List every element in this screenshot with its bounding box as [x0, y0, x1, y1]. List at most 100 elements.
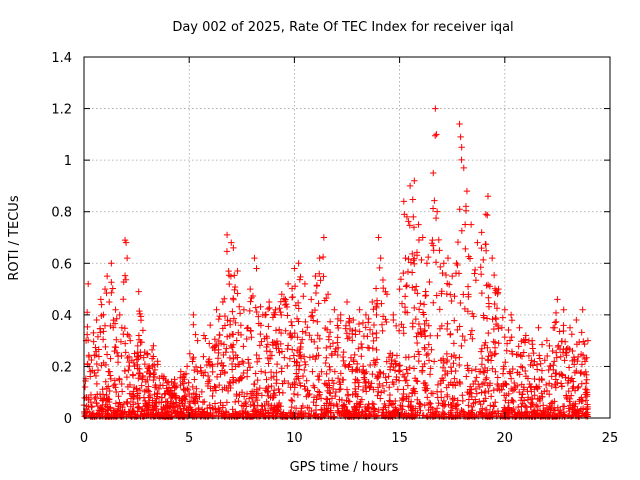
data-point — [287, 334, 295, 341]
data-point — [562, 374, 569, 381]
data-point — [367, 383, 374, 391]
data-point — [103, 391, 110, 399]
data-point — [111, 377, 119, 384]
x-tick-label: 0 — [80, 431, 88, 446]
data-point — [201, 398, 208, 405]
data-point — [473, 374, 480, 381]
chart-title: Day 002 of 2025, Rate Of TEC Index for r… — [172, 20, 513, 35]
data-point — [559, 372, 566, 379]
data-point — [327, 343, 334, 350]
data-point — [484, 193, 492, 200]
data-point — [221, 384, 228, 391]
data-point — [445, 413, 452, 420]
data-point — [493, 305, 501, 312]
data-point — [456, 379, 464, 386]
data-point — [180, 380, 188, 387]
x-tick-label: 20 — [497, 431, 514, 446]
data-point — [323, 326, 331, 333]
data-point — [95, 346, 102, 353]
data-point — [482, 211, 490, 218]
data-point — [454, 238, 462, 246]
data-point — [229, 295, 237, 302]
data-point — [94, 402, 102, 410]
data-point — [460, 291, 467, 298]
data-point — [560, 408, 568, 416]
data-point — [524, 375, 532, 382]
data-point — [90, 329, 97, 337]
data-point — [163, 379, 171, 387]
data-point — [334, 351, 341, 359]
data-point — [113, 315, 120, 322]
data-point — [462, 207, 470, 214]
data-point — [244, 367, 251, 374]
data-point — [83, 331, 91, 338]
data-point — [531, 375, 538, 383]
data-point — [355, 345, 362, 352]
data-point — [127, 403, 134, 410]
data-point — [240, 306, 248, 313]
data-point — [340, 402, 347, 409]
data-point — [121, 325, 129, 332]
data-point — [500, 380, 507, 388]
data-point — [436, 306, 443, 313]
data-point — [345, 333, 353, 341]
data-point — [437, 263, 444, 271]
data-point — [293, 359, 301, 366]
data-point — [494, 407, 502, 415]
data-point — [209, 392, 216, 400]
data-point — [288, 322, 296, 329]
data-point — [193, 385, 200, 392]
data-point — [120, 330, 127, 338]
data-point — [386, 391, 394, 399]
data-point — [310, 394, 318, 401]
data-points — [80, 105, 592, 420]
data-point — [518, 381, 525, 388]
data-point — [265, 383, 272, 391]
data-point — [228, 366, 236, 373]
data-point — [431, 132, 439, 139]
data-point — [265, 392, 272, 400]
data-point — [487, 357, 495, 364]
data-point — [369, 400, 376, 407]
data-point — [96, 391, 104, 398]
data-point — [537, 360, 544, 367]
data-point — [447, 331, 454, 338]
data-point — [323, 395, 330, 403]
data-point — [115, 393, 122, 400]
data-point — [344, 408, 351, 415]
data-point — [335, 324, 342, 332]
y-tick-label: 0 — [64, 412, 72, 427]
data-point — [429, 413, 437, 420]
data-point — [389, 400, 397, 407]
data-point — [443, 391, 451, 399]
data-point — [314, 331, 321, 339]
data-point — [316, 335, 323, 343]
data-point — [559, 403, 567, 410]
data-point — [341, 361, 349, 369]
data-point — [239, 409, 247, 417]
data-point — [481, 389, 488, 397]
data-point — [516, 324, 523, 331]
data-point — [472, 385, 480, 393]
data-point — [545, 405, 553, 413]
data-point — [272, 306, 279, 313]
data-point — [381, 400, 388, 408]
data-point — [465, 367, 473, 374]
data-point — [226, 378, 233, 386]
data-point — [410, 224, 418, 231]
data-point — [150, 361, 158, 368]
data-point — [92, 344, 99, 351]
data-point — [161, 411, 169, 418]
data-point — [582, 385, 589, 393]
data-point — [103, 351, 111, 358]
data-point — [308, 296, 315, 303]
data-point — [179, 395, 186, 402]
data-point — [103, 397, 111, 404]
data-point — [473, 390, 481, 397]
data-point — [419, 309, 427, 316]
data-point — [485, 329, 492, 337]
data-point — [459, 408, 467, 415]
data-point — [573, 316, 580, 324]
data-point — [521, 339, 529, 346]
